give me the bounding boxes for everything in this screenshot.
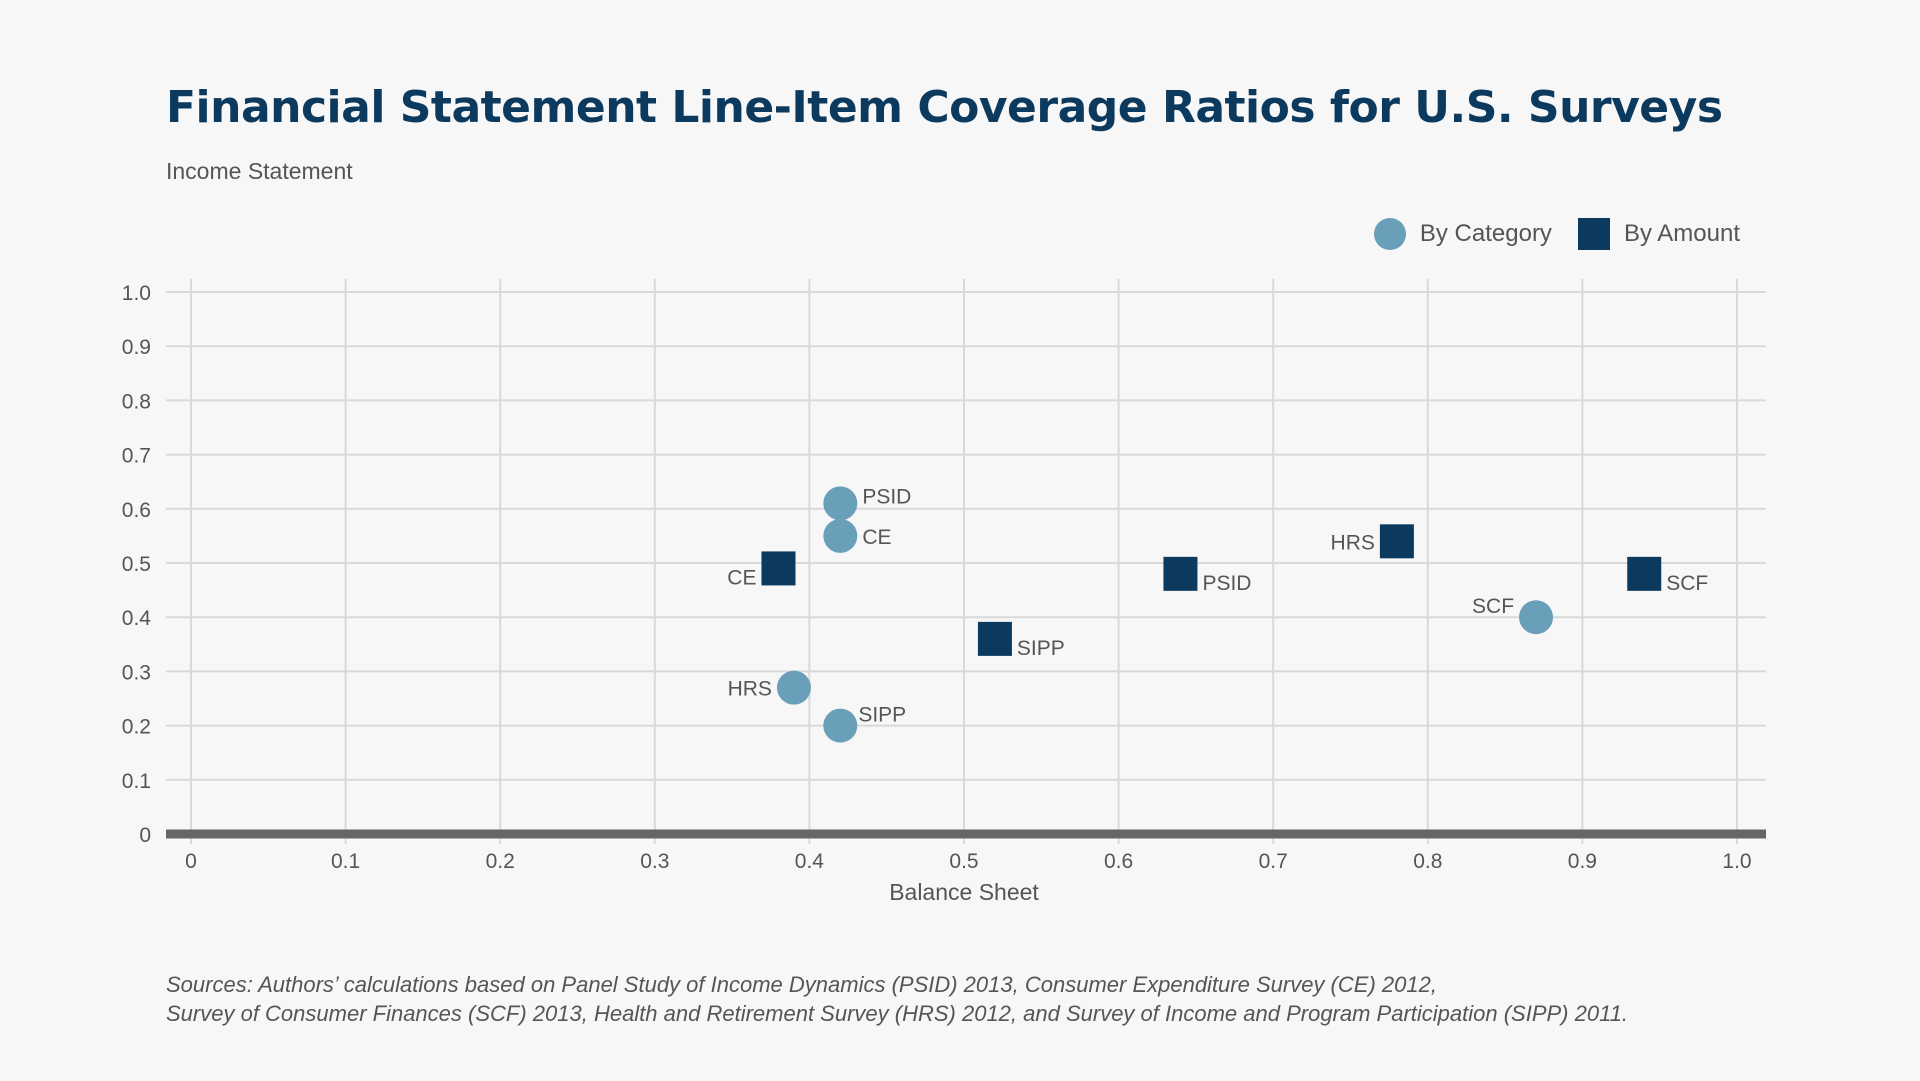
point-by-amount-hrs <box>1379 524 1414 559</box>
legend-item-by-amount[interactable]: By Amount <box>1577 218 1740 250</box>
x-tick-label: 0.5 <box>949 850 978 873</box>
x-axis-label: Balance Sheet <box>889 879 1039 905</box>
point-by-amount-scf <box>1627 556 1662 591</box>
y-tick-label: 0.8 <box>122 390 151 413</box>
point-by-category-sipp <box>823 708 858 743</box>
data-label: SCF <box>1472 595 1514 618</box>
data-label: CE <box>727 566 756 589</box>
y-tick-label: 0.5 <box>122 553 151 576</box>
legend-square-marker <box>1577 218 1610 250</box>
data-label: CE <box>862 526 891 549</box>
x-tick-label: 0.4 <box>795 850 825 873</box>
data-label: SCF <box>1666 572 1708 595</box>
data-label: SIPP <box>858 704 906 727</box>
x-tick-label: 0.2 <box>486 850 515 873</box>
point-by-category-hrs <box>776 670 811 705</box>
chart-legend: By Category By Amount <box>1373 218 1740 250</box>
point-by-category-scf <box>1519 600 1554 635</box>
point-by-amount-psid <box>1163 556 1198 591</box>
chart-subtitle: Income Statement <box>166 158 353 184</box>
x-tick-label: 0.8 <box>1413 850 1442 873</box>
y-tick-label: 1.0 <box>122 282 151 305</box>
legend-circle-marker <box>1373 218 1406 250</box>
y-tick-label: 0.7 <box>122 445 151 468</box>
x-tick-label: 0.7 <box>1259 850 1288 873</box>
y-tick-label: 0 <box>139 824 151 847</box>
data-label: SIPP <box>1017 637 1065 660</box>
x-tick-label: 0.1 <box>331 850 360 873</box>
y-tick-label: 0.4 <box>122 607 152 630</box>
chart-title: Financial Statement Line-Item Coverage R… <box>166 82 1723 133</box>
data-label: HRS <box>1331 531 1375 554</box>
y-tick-label: 0.2 <box>122 716 151 739</box>
x-tick-label: 0 <box>185 850 197 873</box>
legend-label-by-amount: By Amount <box>1623 220 1740 247</box>
x-tick-label: 1.0 <box>1722 850 1751 873</box>
x-tick-label: 0.3 <box>640 850 669 873</box>
data-label: PSID <box>862 485 911 508</box>
source-line-1: Sources: Authors’ calculations based on … <box>166 972 1437 997</box>
point-by-amount-sipp <box>977 621 1012 656</box>
data-label: PSID <box>1202 572 1251 595</box>
y-tick-label: 0.9 <box>122 336 151 359</box>
point-by-category-psid <box>823 486 858 521</box>
y-tick-label: 0.1 <box>122 770 151 793</box>
y-tick-label: 0.6 <box>122 499 151 522</box>
data-label: HRS <box>728 678 772 701</box>
point-by-category-ce <box>823 518 858 553</box>
point-by-amount-ce <box>761 551 796 586</box>
y-tick-label: 0.3 <box>122 661 151 684</box>
legend-item-by-category[interactable]: By Category <box>1373 218 1552 250</box>
source-note: Sources: Authors’ calculations based on … <box>166 970 1628 1028</box>
x-tick-label: 0.9 <box>1568 850 1597 873</box>
source-line-2: Survey of Consumer Finances (SCF) 2013, … <box>166 1001 1629 1026</box>
legend-label-by-category: By Category <box>1419 220 1552 247</box>
x-tick-label: 0.6 <box>1104 850 1133 873</box>
